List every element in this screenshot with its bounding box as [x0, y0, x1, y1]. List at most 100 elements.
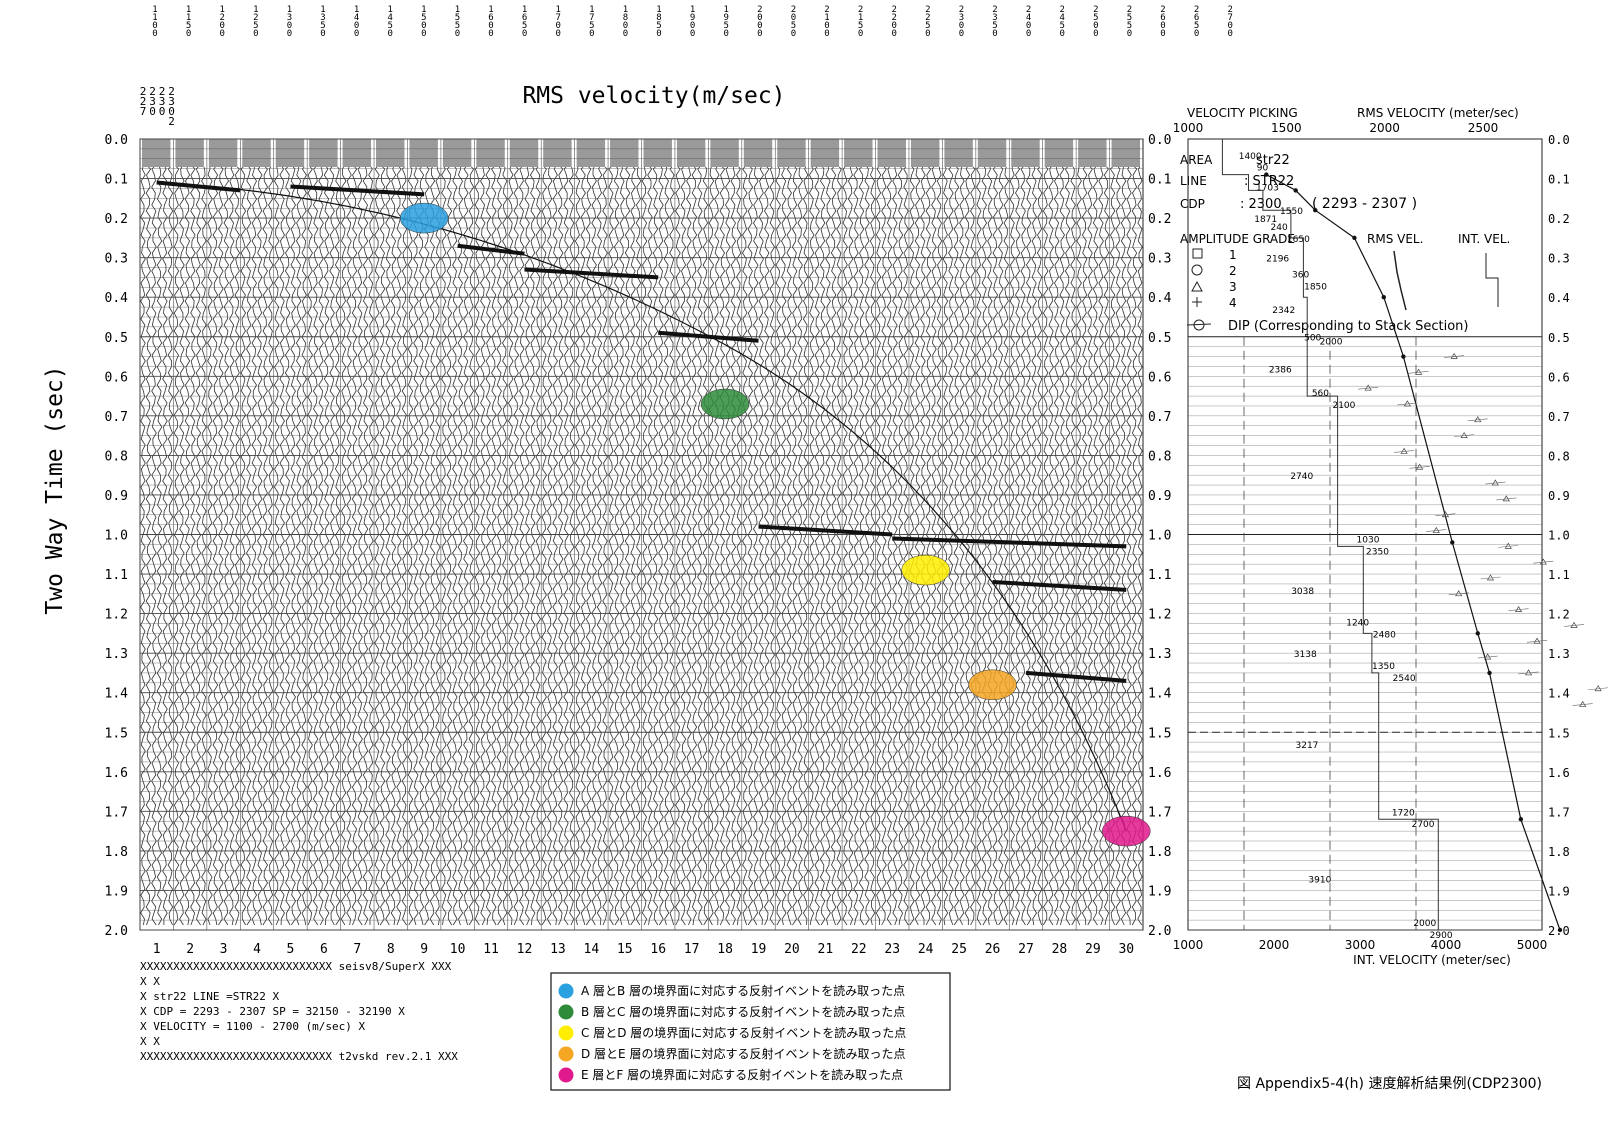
top-velocity-digit: 5 — [656, 21, 661, 31]
amplitude-triangle — [1416, 463, 1424, 470]
event-marker — [901, 554, 950, 586]
legend-text: A 層とB 層の境界面に対応する反射イベントを読み取った点 — [581, 983, 905, 998]
top-velocity-digit: 0 — [219, 21, 224, 31]
time-tick-label-right: 0.0 — [1548, 133, 1570, 147]
dip-line — [1496, 497, 1517, 501]
top-velocity-digit: 9 — [723, 13, 728, 23]
top-velocity-digit: 1 — [354, 5, 359, 15]
legend-text: C 層とD 層の境界面に対応する反射イベントを読み取った点 — [581, 1025, 906, 1040]
dip-line — [1485, 481, 1506, 485]
top-velocity-digit: 5 — [723, 21, 728, 31]
time-tick-label: 0.6 — [105, 370, 128, 385]
top-velocity-digit: 0 — [824, 29, 829, 39]
rms-pick-point — [1313, 207, 1318, 213]
picking-annotation: 2100 — [1332, 401, 1355, 411]
time-tick-label: 0.1 — [105, 173, 128, 188]
panel-number: 18 — [717, 942, 733, 957]
seismic-traces — [407, 166, 441, 926]
top-velocity-digit: 3 — [959, 13, 964, 23]
gather-panels — [139, 138, 1144, 931]
top-velocity-labels: 1100115012001250130013501400145015001550… — [152, 5, 1233, 39]
line-label: LINE — [1180, 174, 1207, 188]
seismic-traces — [173, 166, 207, 926]
top-velocity-digit: 1 — [186, 13, 191, 23]
reflection-band — [290, 184, 425, 197]
top-velocity-digit: 2 — [891, 13, 896, 23]
top-velocity-digit: 1 — [488, 5, 493, 15]
panel-number: 16 — [650, 942, 666, 957]
time-tick-label-mid: 1.7 — [1148, 805, 1171, 820]
rms-pick-point — [1487, 670, 1492, 676]
top-velocity-digit: 0 — [1026, 29, 1031, 39]
top-velocity-digit: 0 — [421, 21, 426, 31]
cdp-header-digit: 0 — [159, 105, 166, 118]
panel-header-strip — [208, 139, 238, 167]
int-legend-glyph — [1485, 253, 1499, 307]
amplitude-grade-title: AMPLITUDE GRADE — [1180, 232, 1295, 246]
panel-number: 28 — [1052, 942, 1068, 957]
panel-header-strip — [777, 139, 806, 167]
cdp-header-digit: 3 — [168, 95, 175, 108]
time-tick-label: 0.0 — [105, 133, 128, 148]
panel-number: 24 — [918, 942, 934, 957]
rms-pick-point — [1381, 295, 1386, 300]
figure-caption: 図 Appendix5-4(h) 速度解析結果例(CDP2300) — [1237, 1076, 1542, 1092]
time-tick-label-mid: 0.7 — [1148, 410, 1171, 425]
top-velocity-digit: 0 — [152, 29, 157, 39]
legend-text: E 層とF 層の境界面に対応する反射イベントを読み取った点 — [581, 1067, 903, 1082]
legend-dot — [558, 1004, 574, 1020]
top-velocity-digit: 5 — [1059, 21, 1064, 31]
amplitude-triangle — [1403, 400, 1412, 407]
panel-header-strip — [1111, 139, 1140, 167]
picking-annotation: 2000 — [1320, 338, 1343, 348]
panel-header-strip — [844, 139, 873, 167]
dip-line — [1572, 703, 1593, 706]
top-velocity-digit: 0 — [1093, 29, 1098, 39]
time-tick-label-right: 1.1 — [1548, 568, 1570, 582]
picking-annotation: 500 — [1304, 334, 1321, 344]
picking-annotation: 2342 — [1272, 306, 1295, 316]
panel-header-strip — [643, 139, 672, 167]
top-velocity-digit: 0 — [253, 29, 258, 39]
panel-number: 7 — [353, 942, 361, 957]
dip-line — [1527, 639, 1548, 643]
panel-number: 13 — [550, 942, 566, 957]
panel-header-strip — [309, 139, 338, 167]
dip-text: DIP (Corresponding to Stack Section) — [1228, 319, 1468, 334]
dip-line — [1467, 418, 1488, 422]
cdp-header-digit: 2 — [168, 85, 175, 98]
top-velocity-digit: 2 — [1127, 5, 1132, 15]
dip-line — [1426, 529, 1447, 532]
picking-annotation: 3038 — [1291, 587, 1314, 597]
panel-number: 8 — [387, 942, 395, 957]
top-velocity-digit: 0 — [925, 29, 930, 39]
amplitude-triangle — [1533, 637, 1541, 644]
event-marker — [700, 388, 750, 420]
picking-annotation: 2000 — [1413, 919, 1436, 929]
reflection-band — [457, 243, 525, 256]
top-velocity-digit: 2 — [925, 13, 930, 23]
top-velocity-digit: 8 — [656, 13, 661, 23]
seismic-traces — [307, 166, 341, 926]
time-tick-label-right: 1.5 — [1548, 726, 1570, 740]
panel-number: 26 — [985, 942, 1001, 957]
top-velocity-digit: 0 — [320, 29, 325, 39]
time-tick-label-mid: 0.9 — [1148, 489, 1171, 504]
top-velocity-digit: 0 — [1227, 21, 1232, 31]
cdp-header-digit: 2 — [159, 85, 166, 98]
panel-header-strip — [409, 139, 438, 167]
top-velocity-digit: 0 — [1127, 29, 1132, 39]
amplitude-triangle — [1539, 558, 1547, 565]
dip-line — [1508, 608, 1529, 611]
panel-header-strip — [142, 139, 171, 167]
top-velocity-digit: 4 — [387, 13, 392, 23]
dip-line — [1454, 434, 1475, 437]
top-velocity-digit: 5 — [858, 21, 863, 31]
time-tick-label-mid: 1.5 — [1148, 726, 1171, 741]
time-tick-label: 1.2 — [105, 608, 128, 623]
top-velocity-digit: 2 — [824, 5, 829, 15]
rms-tick-label: 1000 — [1173, 121, 1204, 135]
time-tick-label-right: 0.9 — [1548, 489, 1570, 503]
top-velocity-digit: 1 — [589, 5, 594, 15]
